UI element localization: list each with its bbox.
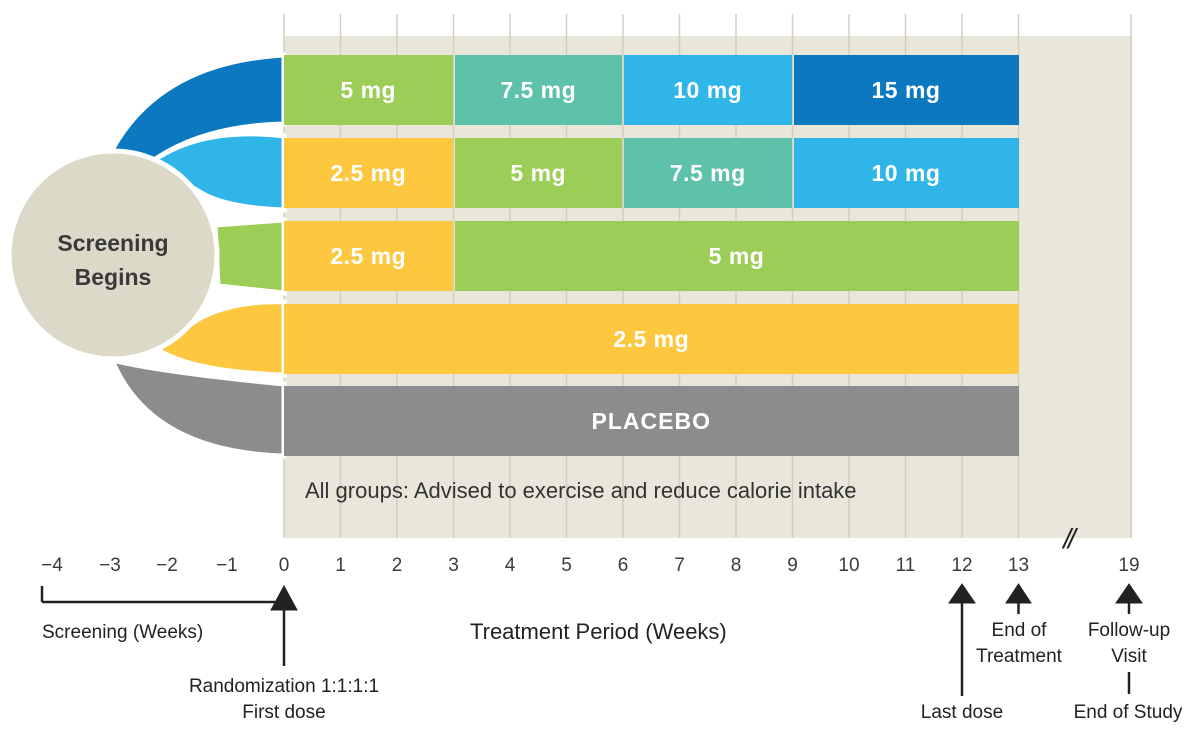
treatment-week-tick: 8 (730, 555, 742, 576)
axis-break-mark: // (1063, 523, 1075, 554)
screening-bracket (40, 586, 276, 604)
arm-1-dose-segment: 5 mg (284, 55, 453, 125)
screening-weeks-label: Screening (Weeks) (42, 622, 204, 643)
arm-1-dose-segment: 10 mg (624, 55, 792, 125)
arm-connector-3 (212, 217, 287, 296)
arm-connectors (107, 52, 287, 459)
first-dose-line: First dose (242, 702, 326, 723)
followup-week-tick: 19 (1118, 555, 1140, 576)
arm-connector-2 (145, 131, 287, 213)
followup-line2: Visit (1111, 646, 1147, 667)
arm-5-dose-segment: PLACEBO (284, 386, 1019, 456)
arm-1-dose-segment: 7.5 mg (454, 55, 622, 125)
treatment-week-tick: 7 (674, 555, 685, 576)
circle-label-line2: Begins (74, 264, 152, 290)
treatment-week-tick: 0 (278, 555, 290, 576)
screening-week-tick: −1 (216, 555, 238, 576)
treatment-week-tick: 9 (787, 555, 798, 576)
circle-label-line1: Screening (57, 230, 169, 256)
treatment-week-tick: 5 (561, 555, 572, 576)
arm-connector-5 (107, 356, 287, 459)
treatment-week-tick: 11 (895, 555, 916, 576)
arm-connector-4 (150, 299, 287, 378)
arm-4-dose-segment: 2.5 mg (284, 304, 1019, 374)
screening-circle (6, 148, 220, 362)
treatment-week-tick: 4 (504, 555, 516, 576)
randomization-line: Randomization 1:1:1:1 (188, 676, 380, 697)
screening-week-tick: −2 (156, 555, 178, 576)
followup-line1: Follow-up (1087, 620, 1171, 641)
arm-2-dose-segment: 10 mg (793, 138, 1019, 208)
all-groups-note: All groups: Advised to exercise and redu… (305, 478, 857, 503)
arm-2-dose-segment: 5 mg (454, 138, 622, 208)
treatment-week-tick: 6 (617, 555, 629, 576)
timeline-arrows (270, 583, 1143, 696)
randomization-label: Randomization 1:1:1:1 First dose (164, 674, 404, 726)
end-of-study-label: End of Study (1073, 702, 1183, 723)
screening-week-tick: −3 (99, 555, 121, 576)
treatment-week-tick: 10 (838, 555, 860, 576)
end-of-treatment-line2: Treatment (976, 646, 1062, 667)
screening-week-tick: −4 (41, 555, 63, 576)
treatment-week-tick: 1 (335, 555, 346, 576)
end-of-treatment-line1: End of (991, 620, 1047, 641)
end-of-treatment-label: End of Treatment (964, 618, 1074, 670)
arm-1-dose-segment: 15 mg (793, 55, 1019, 125)
followup-visit-label: Follow-up Visit (1074, 618, 1184, 670)
screening-circle-label: Screening Begins (8, 226, 218, 294)
treatment-week-tick: 2 (391, 555, 403, 576)
arm-3-dose-segment: 2.5 mg (284, 221, 453, 291)
treatment-period-label: Treatment Period (Weeks) (470, 619, 727, 644)
last-dose-label: Last dose (920, 702, 1004, 723)
treatment-week-tick: 13 (1007, 555, 1030, 576)
arm-3-dose-segment: 5 mg (454, 221, 1019, 291)
arm-2-dose-segment: 2.5 mg (284, 138, 453, 208)
arm-2-dose-segment: 7.5 mg (624, 138, 792, 208)
treatment-week-tick: 12 (951, 555, 973, 576)
treatment-week-tick: 3 (448, 555, 459, 576)
